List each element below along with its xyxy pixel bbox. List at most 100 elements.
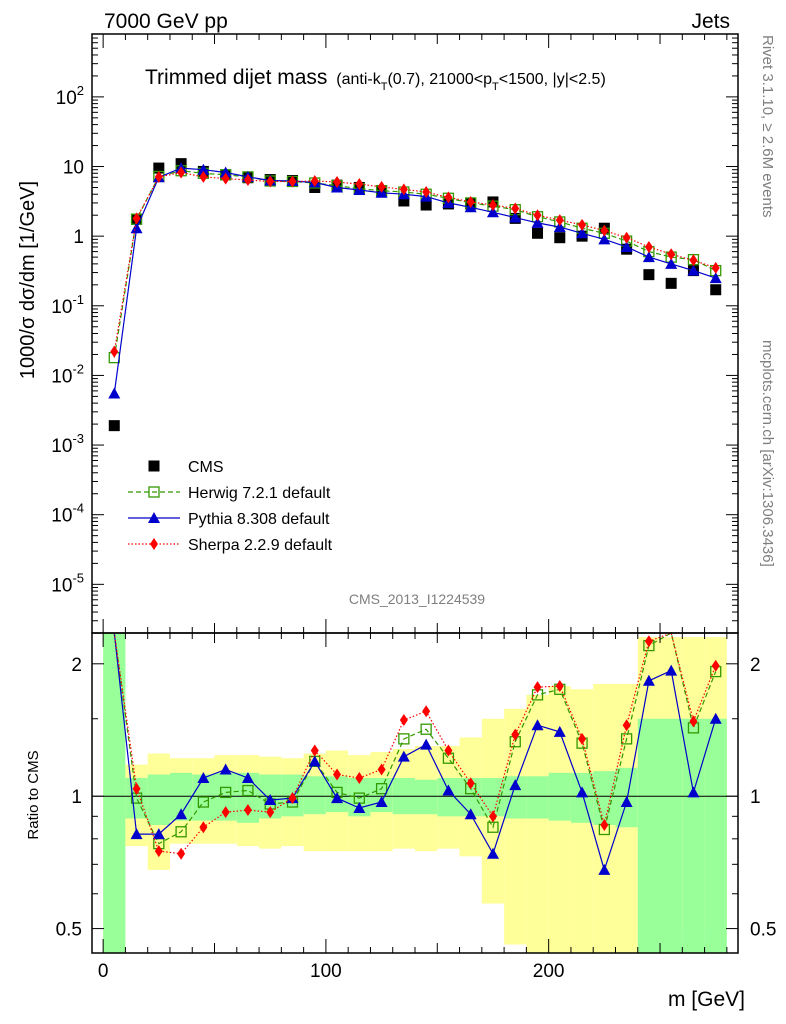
cms-point [153,162,165,174]
sherpa-point [355,771,364,784]
sherpa-point [243,174,252,187]
cms-point [532,227,544,239]
ratio-y-axis-label: Ratio to CMS [25,750,42,839]
sherpa-point [310,744,319,757]
pythia-point [531,719,544,731]
legend-label-sherpa: Sherpa 2.2.9 default [188,537,333,554]
pythia-point [509,779,522,791]
herwig-point [375,783,388,795]
sherpa-point [422,705,431,718]
stat-band-bin [637,718,661,953]
main-y-axis-label: 1000/σ dσ/dm [1/GeV] [17,181,39,379]
pythia-point [576,227,589,239]
sherpa-point [444,744,453,757]
y-tick-exponent: -5 [72,570,84,585]
stat-band-bin [481,777,505,817]
legend-marker-herwig [148,486,160,498]
sherpa-point [533,209,542,222]
y-tick-label: 10-5 [51,570,84,596]
legend-marker-sherpa [150,538,158,550]
sherpa-point [266,175,275,188]
pythia-point [576,786,589,798]
sherpa-point [399,714,408,727]
herwig-point [197,796,210,808]
y-tick-exponent: -1 [72,292,84,307]
ratio-uncertainty-bands [103,633,727,953]
pythia-point [486,847,499,859]
sherpa-point [711,261,720,274]
pythia-point [397,750,410,762]
sherpa-point [221,806,230,819]
cms-point [420,199,432,211]
stat-band-bin [169,772,193,821]
header-right: Jets [691,10,730,33]
sherpa-point [355,178,364,191]
pythia-point [241,771,254,783]
sherpa-point [578,732,587,745]
y-tick-label: 102 [56,83,84,109]
sherpa-point [310,174,319,187]
sherpa-point [333,175,342,188]
stat-band-bin [504,776,527,819]
sherpa-point [533,681,542,694]
main-series-group [108,158,722,432]
cms-point [398,195,410,207]
axis-ticks: 10-5 10-4 10-3 10-2 10-1 1 10 102 0 100 200 0.5 0.5 1… [51,33,776,982]
chart-title-sub: (anti-kT(0.7), 21000<pT<1500, |y|<2.5) [336,71,606,93]
pythia-point [331,792,344,804]
pythia-point [375,796,388,808]
stat-band-bin [437,777,460,817]
sherpa-point [555,214,564,227]
analysis-watermark: CMS_2013_I1224539 [349,591,485,607]
pythia-point [598,233,611,245]
herwig-point [242,784,254,797]
pythia-point [264,794,277,806]
sherpa-point [377,763,386,776]
pythia-point [642,674,655,686]
sherpa-point [132,782,141,795]
legend-label-pythia: Pythia 8.308 default [188,511,330,528]
pythia-point [353,802,366,814]
sherpa-point [689,715,698,728]
pythia-point [553,725,566,737]
pythia-point [130,828,143,840]
legend-marker-cms [148,460,160,472]
herwig-line [113,632,717,845]
y-tick-label: 10-1 [51,292,84,318]
pythia-point [598,863,611,875]
sherpa-point [221,172,230,185]
sherpa-point [555,680,564,693]
sherpa-point [177,166,186,179]
sherpa-point [154,845,163,858]
pythia-point [687,786,700,798]
y-tick-exponent: -2 [72,361,84,376]
pythia-point [108,387,121,399]
sherpa-point [711,659,720,672]
sherpa-point [488,199,497,212]
title-mid-2: <1500, |y|<2.5) [499,71,606,88]
cms-point [554,232,566,244]
ratio-y-tick-label: 1 [71,787,82,808]
herwig-point [175,826,187,838]
x-tick-label: 200 [533,961,565,982]
sherpa-point [288,175,297,188]
herwig-line [113,170,716,358]
y-tick-exponent: -4 [72,501,84,516]
chart-title-main: Trimmed dijet mass [145,66,327,89]
x-tick-label: 0 [98,961,109,982]
ratio-series-group [113,632,722,875]
stat-band-bin [147,774,170,826]
source-label: mcplots.cern.ch [arXiv:1306.3436] [759,340,776,567]
y-tick-label: 10-2 [51,361,84,387]
sherpa-point [488,810,497,823]
sherpa-point [177,847,186,860]
total-band-bin [526,694,549,953]
pythia-point [620,796,633,808]
legend-label-herwig: Herwig 7.2.1 default [188,485,331,502]
sherpa-point [399,183,408,196]
sherpa-point [622,719,631,732]
pythia-point [197,163,210,175]
sherpa-point [689,254,698,267]
stat-band-bin [660,718,683,953]
kt-subscript: T [381,81,388,93]
